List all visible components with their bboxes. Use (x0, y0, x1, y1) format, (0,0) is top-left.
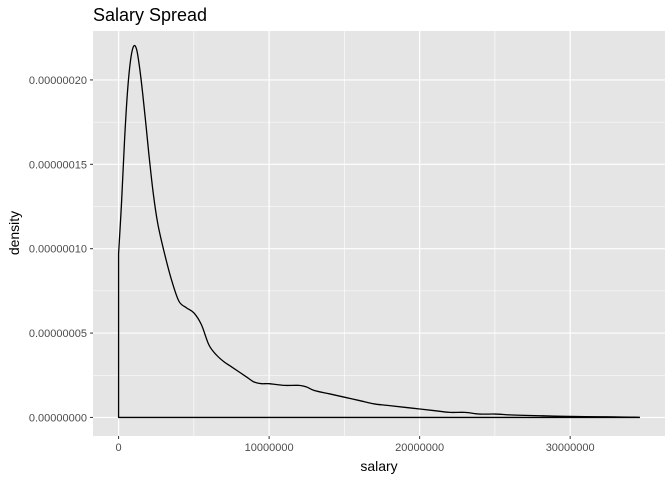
y-axis-title: density (6, 211, 22, 255)
y-tick-label: 0.00000015 (29, 159, 87, 171)
y-tick-label: 0.00000000 (29, 412, 87, 424)
y-tick-label: 0.00000005 (29, 328, 87, 340)
y-tick-label: 0.00000010 (29, 244, 87, 256)
density-curve (117, 44, 641, 419)
y-tick-label: 0.00000020 (29, 75, 87, 87)
chart-title: Salary Spread (93, 5, 207, 25)
x-axis-title: salary (360, 458, 397, 474)
x-tick-label: 0 (116, 442, 122, 454)
x-tick-label: 20000000 (395, 442, 444, 454)
x-tick-label: 30000000 (546, 442, 595, 454)
x-axis: 0 10000000 20000000 30000000 (116, 436, 595, 454)
x-tick-label: 10000000 (245, 442, 294, 454)
y-axis: 0.00000000 0.00000005 0.00000010 0.00000015… (29, 75, 93, 424)
